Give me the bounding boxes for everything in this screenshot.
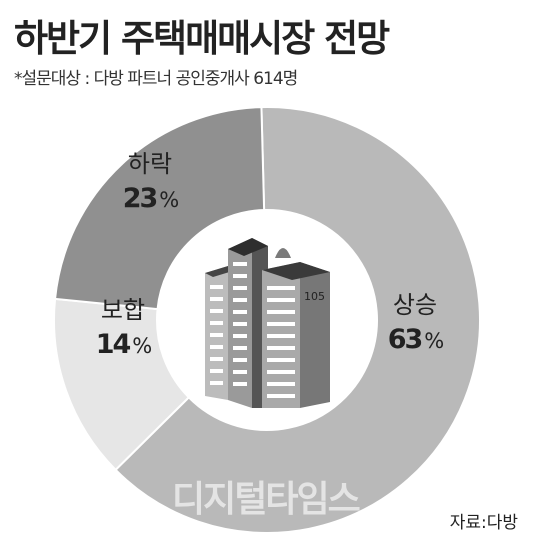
donut-slices: [53, 106, 481, 534]
chart-subtitle: *설문대상 : 다방 파트너 공인중개사 614명: [14, 69, 298, 89]
watermark: 디지털타임스: [172, 479, 361, 520]
slice-label-2: 하락: [128, 150, 172, 178]
slice-value-2: 23%: [123, 183, 179, 214]
apartment-building-illustration: 105: [205, 238, 330, 408]
slice-label-0: 상승: [393, 291, 437, 319]
source-note: 자료:다방: [449, 513, 518, 533]
slice-value-1: 14%: [96, 329, 152, 360]
slice-value-0: 63%: [388, 324, 444, 355]
chart-title: 하반기 주택매매시장 전망: [14, 17, 390, 60]
slice-0: [114, 106, 481, 534]
building-number: 105: [304, 290, 325, 303]
slice-labels: 상승 63 % 보합 14 % 하락 23%: [96, 150, 446, 360]
slice-2: [53, 106, 266, 311]
slice-label-1: 보합: [101, 296, 145, 324]
